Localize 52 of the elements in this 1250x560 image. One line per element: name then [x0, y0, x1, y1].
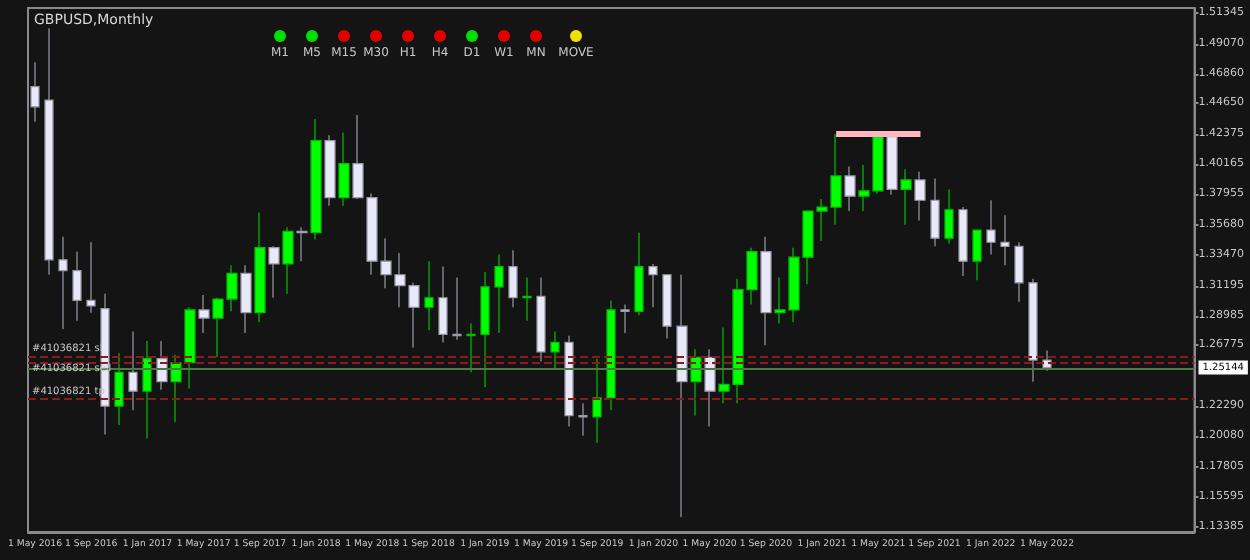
- candlestick: [240, 264, 252, 334]
- candlestick: [324, 134, 336, 207]
- candlestick: [648, 263, 658, 308]
- candlestick: [184, 306, 196, 390]
- candlestick: [424, 260, 434, 331]
- candlestick: [128, 331, 138, 411]
- candlestick: [930, 178, 940, 247]
- candlestick: [1042, 349, 1052, 372]
- candlestick: [662, 274, 672, 339]
- candlestick: [438, 266, 448, 344]
- candlestick: [44, 27, 54, 276]
- candlestick: [494, 253, 504, 334]
- candlestick: [886, 131, 898, 196]
- candlestick: [578, 402, 588, 437]
- candlestick: [564, 335, 574, 427]
- candlestick: [86, 241, 96, 314]
- candlestick: [58, 236, 68, 330]
- candlestick: [466, 322, 476, 373]
- candlestick: [914, 171, 926, 222]
- candlestick: [958, 206, 968, 277]
- candlestick: [198, 294, 210, 334]
- candlestick: [536, 276, 546, 362]
- candlestick: [844, 165, 856, 212]
- candlestick: [634, 232, 644, 316]
- candlestick: [972, 229, 982, 281]
- candlestick: [944, 188, 954, 245]
- candlestick: [30, 61, 40, 123]
- candlestick: [986, 199, 996, 256]
- candlestick: [452, 276, 462, 341]
- candlestick: [606, 299, 616, 411]
- candlestick: [760, 236, 772, 346]
- candlestick: [142, 340, 152, 440]
- candlestick: [296, 226, 308, 262]
- candlestick: [900, 168, 912, 226]
- candlestick: [676, 274, 688, 518]
- candlestick: [114, 352, 124, 426]
- candlestick: [1014, 241, 1024, 303]
- candlestick: [338, 131, 350, 207]
- candlestick: [1000, 214, 1010, 266]
- candlestick: [282, 226, 294, 295]
- candlestick: [704, 348, 716, 427]
- candlestick: [522, 276, 532, 322]
- candlestick: [620, 303, 630, 334]
- candlestick: [254, 211, 266, 323]
- candlestick: [72, 251, 82, 322]
- candlestick: [508, 249, 518, 308]
- candlestick: [1028, 278, 1038, 383]
- candlestick: [310, 118, 322, 241]
- candlestick: [268, 245, 280, 299]
- candlestick: [550, 331, 560, 371]
- candlestick: [480, 271, 490, 388]
- candlestick: [592, 358, 602, 444]
